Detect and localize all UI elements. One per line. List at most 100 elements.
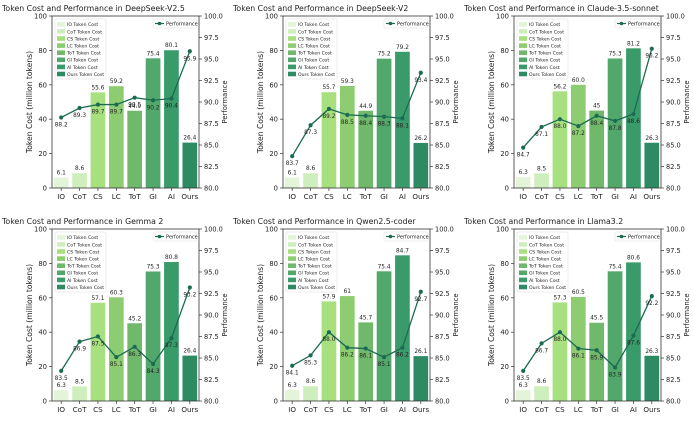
cost-label: 84.7: [396, 248, 409, 254]
x-tick-label-ai: AI: [399, 405, 406, 414]
chart-svg: Token Cost and Performance in Llama3.2 0 2…: [463, 217, 691, 414]
legend-entry: CS Token Cost: [67, 249, 100, 255]
performance-point: [326, 330, 332, 335]
performance-line: [291, 72, 422, 157]
performance-point: [363, 113, 368, 118]
performance-point: [649, 46, 654, 51]
cost-label: 79.2: [396, 45, 409, 51]
performance-point: [59, 368, 64, 373]
y-axis-label: Token Cost (million tokens): [487, 51, 496, 154]
performance-label: 86.9: [73, 347, 86, 353]
chart-panel-qwen2-5-coder: Token Cost and Performance in Qwen2.5-co…: [231, 213, 462, 426]
performance-label: 86.1: [359, 354, 372, 360]
y-tick-label: 0: [505, 185, 509, 193]
y2-tick-label: 80.0: [435, 185, 450, 193]
legend-entry: IO Token Cost: [298, 22, 329, 28]
x-tick-label-ai: AI: [630, 192, 637, 201]
x-tick-label-cot: CoT: [73, 405, 87, 414]
y-tick-label: 60: [269, 81, 278, 89]
x-tick-label-cot: CoT: [304, 405, 318, 414]
y2-tick-label: 87.5: [666, 120, 681, 128]
y-tick-label: 0: [505, 398, 509, 406]
y2-tick-label: 82.5: [204, 376, 219, 384]
y2-tick-label: 80.0: [666, 185, 681, 193]
performance-point: [557, 117, 563, 122]
performance-point: [345, 112, 350, 117]
legend-swatch: [57, 235, 65, 240]
performance-label: 88.0: [553, 124, 566, 130]
bar-cot: [534, 173, 549, 188]
chart-title: Token Cost and Performance in Gemma 2: [1, 217, 163, 226]
y-tick-label: 0: [274, 398, 278, 406]
performance-line: [522, 48, 653, 149]
y2-tick-label: 80.0: [204, 398, 219, 406]
y-tick-label: 40: [269, 329, 278, 337]
performance-point: [290, 154, 295, 159]
performance-label: 93.2: [183, 292, 196, 298]
bar-ours: [182, 355, 198, 401]
legend-performance-label: Performance: [397, 21, 429, 27]
y-tick-label: 20: [269, 150, 278, 158]
legend-entry: ToT Token Cost: [66, 51, 101, 57]
legend-entry: ToT Token Cost: [297, 264, 332, 270]
bar-gi: [145, 58, 161, 189]
y-tick-label: 0: [43, 185, 47, 193]
x-tick-label-ours: Ours: [643, 405, 660, 414]
legend-entry: IO Token Cost: [67, 22, 98, 28]
x-tick-label-cot: CoT: [535, 405, 549, 414]
legend-entry: CoT Token Cost: [298, 29, 333, 35]
chart-panel-deepseek-v2: Token Cost and Performance in DeepSeek-V…: [231, 0, 462, 213]
performance-label: 84.7: [517, 153, 530, 159]
cost-label: 44.9: [128, 104, 141, 110]
y2-tick-label: 92.5: [435, 77, 450, 85]
bar-cot: [303, 386, 318, 401]
legend-box: [54, 18, 107, 80]
x-tick-label-io: IO: [519, 192, 527, 201]
bar-tot: [358, 110, 374, 188]
legend-performance-marker: [157, 234, 162, 239]
bar-cs: [90, 302, 106, 401]
y2-tick-label: 82.5: [435, 376, 450, 384]
performance-line: [291, 291, 422, 367]
legend-performance: Performance: [152, 18, 198, 29]
performance-point: [345, 345, 350, 350]
performance-point: [308, 353, 313, 358]
legend-entry: Ours Token Cost: [67, 285, 104, 291]
y2-tick-label: 95.0: [204, 56, 219, 64]
y-tick-label: 60: [500, 81, 509, 89]
x-tick-label-cot: CoT: [73, 192, 87, 201]
y2-tick-label: 95.0: [666, 56, 681, 64]
legend-entry: CS Token Cost: [67, 36, 100, 42]
performance-point: [381, 355, 387, 360]
bar-tot: [589, 110, 605, 188]
performance-point: [169, 96, 174, 101]
legend-performance-box: [152, 231, 198, 242]
cost-label: 75.4: [378, 264, 391, 270]
legend-swatch: [57, 270, 65, 276]
performance-label: 83.7: [286, 161, 299, 167]
performance-point: [77, 339, 82, 344]
legend-entry: IO Token Cost: [298, 235, 329, 241]
legend-box: [516, 231, 569, 293]
performance-point: [132, 344, 137, 349]
y-tick-label: 100: [34, 13, 47, 21]
legend-swatch: [519, 50, 527, 55]
legend-swatch: [519, 256, 527, 261]
cost-label: 45.7: [359, 315, 372, 321]
legend-entry: IO Token Cost: [529, 22, 560, 28]
x-tick-label-lc: LC: [343, 405, 352, 414]
bar-ai: [395, 255, 410, 401]
legend-entry: CoT Token Cost: [298, 242, 333, 248]
cost-label: 55.6: [91, 85, 104, 91]
y2-tick-label: 90.0: [204, 99, 219, 107]
bar-ai: [626, 262, 641, 401]
performance-label: 84.3: [147, 369, 160, 375]
bar-cs: [321, 92, 337, 188]
x-tick-label-gi: GI: [380, 192, 388, 201]
legend-swatch: [57, 256, 65, 261]
cost-label: 6.1: [57, 171, 67, 177]
cost-label: 6.1: [288, 171, 298, 177]
performance-label: 83.5: [55, 376, 68, 382]
y-tick-label: 40: [500, 116, 509, 124]
